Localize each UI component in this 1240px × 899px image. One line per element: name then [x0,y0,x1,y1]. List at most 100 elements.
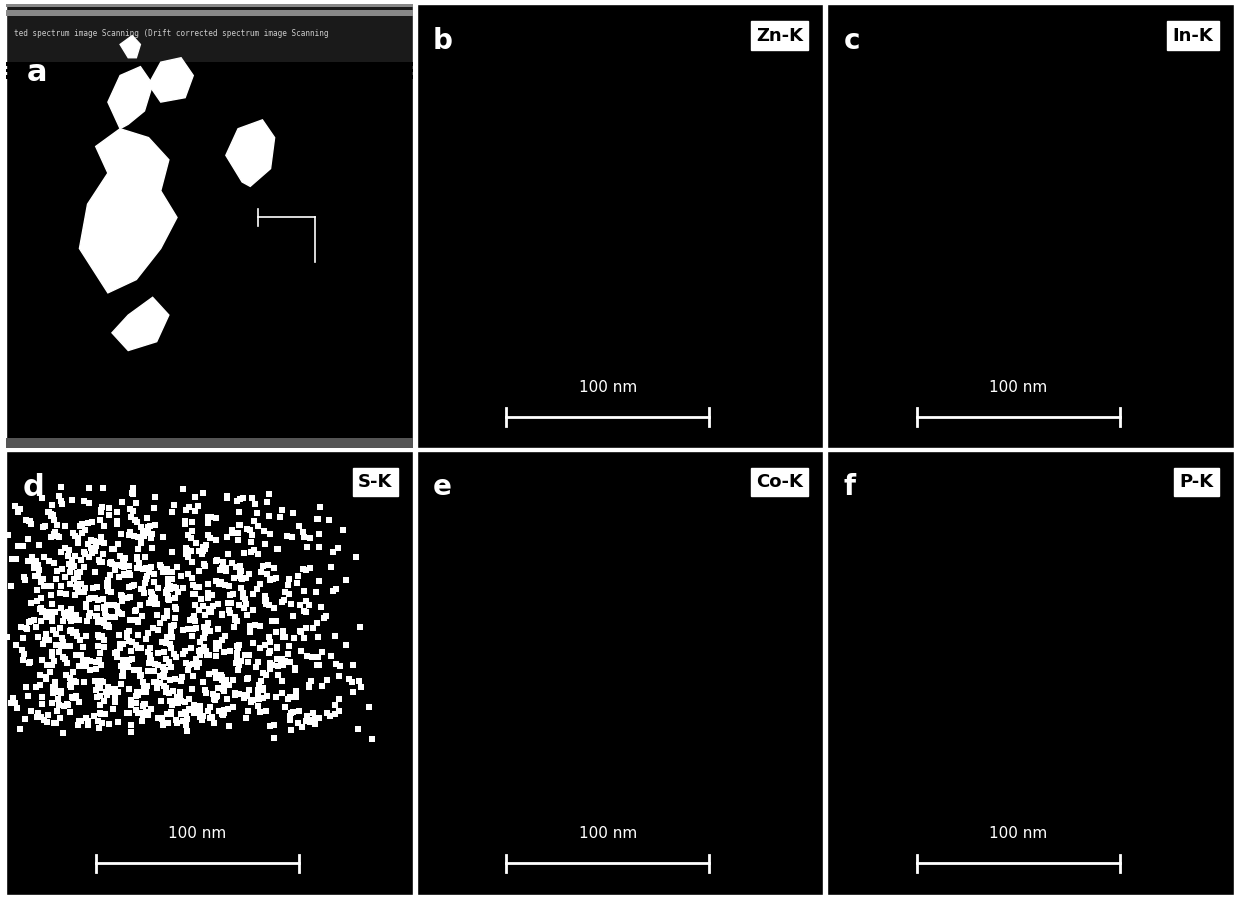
Point [145,657,165,672]
Point [277,530,296,544]
Point [239,682,259,697]
Point [87,609,107,623]
Point [12,643,32,657]
Point [79,654,99,668]
Point [93,547,113,562]
Point [234,601,254,615]
Point [58,604,78,619]
Point [283,530,303,544]
Point [264,731,284,745]
Point [161,545,181,559]
Point [303,716,322,730]
Point [46,605,66,619]
Point [113,555,133,569]
Point [32,653,52,667]
Point [126,495,146,510]
Point [153,635,172,649]
Point [153,668,172,682]
Point [63,626,83,640]
Point [300,531,320,546]
Point [236,592,255,606]
Point [263,572,283,586]
Point [113,636,133,651]
Point [165,672,185,686]
Point [351,480,371,494]
Point [200,530,219,545]
Point [278,691,298,706]
Point [200,699,219,714]
Point [229,569,249,583]
Point [197,648,217,663]
Point [61,610,81,624]
Point [171,707,191,721]
Point [176,644,196,658]
Point [88,593,108,608]
Point [108,504,128,519]
Point [24,556,43,570]
Point [139,708,159,722]
Point [321,709,341,724]
Point [57,699,77,713]
Point [232,564,252,578]
Point [227,613,247,628]
Point [336,638,356,653]
Point [362,732,382,746]
Point [88,628,108,643]
Point [278,646,298,661]
Point [144,566,164,581]
Point [294,583,314,598]
Point [50,684,69,699]
Point [161,640,181,654]
Point [181,641,201,655]
Point [232,571,252,585]
Point [300,561,320,575]
Point [164,580,184,594]
Point [176,707,196,721]
Point [223,699,243,714]
Point [316,672,336,687]
Point [237,710,257,725]
Point [226,688,246,702]
Point [268,542,288,556]
Point [221,644,241,658]
Point [63,526,83,540]
Point [82,546,102,560]
Point [309,658,329,672]
Point [86,662,105,676]
Point [212,608,232,622]
Point [133,524,153,539]
Point [250,641,270,655]
Point [305,714,325,728]
Point [117,591,136,605]
Point [58,639,78,654]
Point [268,659,288,673]
Point [343,658,363,672]
Point [6,552,26,566]
Point [107,513,126,528]
Point [14,653,33,667]
Point [140,559,160,574]
Point [259,527,279,541]
Point [103,702,123,717]
Point [229,518,249,532]
Point [24,613,43,628]
Point [193,674,213,689]
Point [66,580,86,594]
Point [131,685,151,699]
Point [20,615,40,629]
Point [223,587,243,601]
Point [17,554,37,568]
Point [33,603,53,618]
Point [61,614,81,628]
Point [41,507,61,521]
Point [136,561,156,575]
Point [98,573,118,587]
Point [138,526,157,540]
Point [110,641,130,655]
Point [212,672,232,686]
Polygon shape [149,58,193,102]
Point [78,516,98,530]
Point [148,623,167,637]
Point [140,530,160,545]
Point [61,638,81,653]
